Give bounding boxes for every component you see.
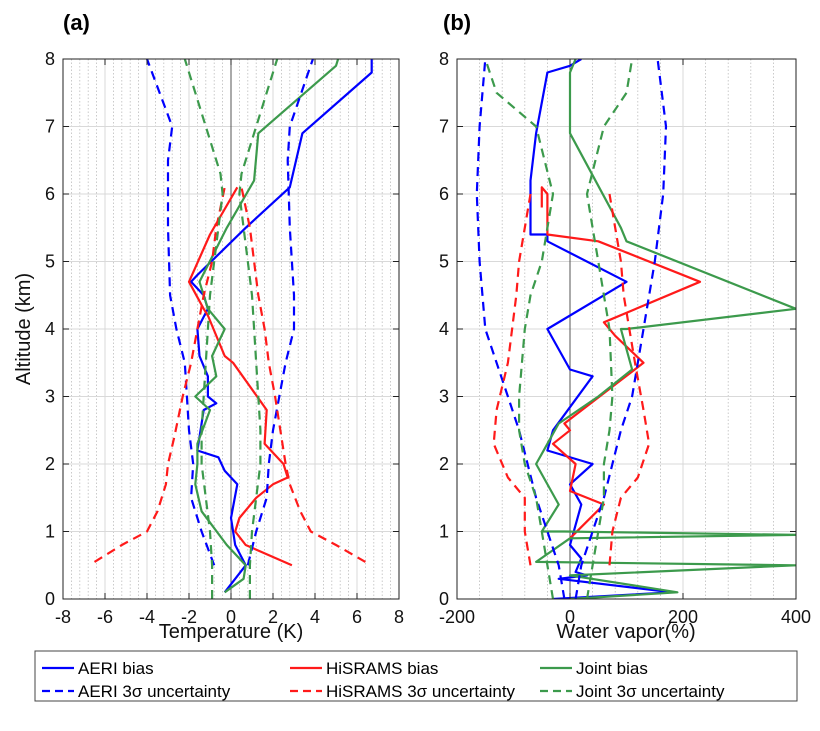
legend-label: AERI 3σ uncertainty [78,682,231,701]
legend-label: HiSRAMS bias [326,659,438,678]
x-tick-label: 400 [781,607,811,627]
x-tick-label: 2 [268,607,278,627]
x-tick-label: 8 [394,607,404,627]
y-tick-label: 8 [45,49,55,69]
x-tick-label: 200 [668,607,698,627]
panel-b-xlabel: Water vapor(%) [556,621,695,643]
series-joint-bias-line [194,59,340,594]
x-tick-label: 0 [565,607,575,627]
y-tick-label: 5 [45,252,55,272]
x-tick-label: 0 [226,607,236,627]
y-tick-label: 2 [45,454,55,474]
series-joint-3-uncertainty-line-8 [585,59,634,599]
y-tick-label: 0 [439,589,449,609]
series-joint-3-uncertainty-line-7 [484,59,555,599]
series-aeri-3-uncertainty-line-3 [145,59,216,566]
panel-b-label: (b) [443,10,471,35]
x-tick-label: 6 [352,607,362,627]
panel-a-ylabel: Altitude (km) [13,273,35,385]
legend-label: Joint bias [576,659,648,678]
y-tick-label: 6 [45,184,55,204]
panel-a-xlabel: Temperature (K) [159,621,304,643]
x-tick-label: 4 [310,607,320,627]
y-tick-label: 0 [45,589,55,609]
legend-label: AERI bias [78,659,154,678]
y-tick-label: 3 [45,387,55,407]
series-hisrams-bias-line [540,186,702,540]
series-hisrams-3-uncertainty-line-6 [240,187,366,563]
series-joint-bias-line [534,59,796,599]
x-tick-label: -8 [55,607,71,627]
series-aeri-bias-line [529,59,673,599]
legend-label: HiSRAMS 3σ uncertainty [326,682,516,701]
y-tick-label: 1 [439,522,449,542]
series-hisrams-3-uncertainty-line-5 [492,193,532,566]
x-tick-label: -6 [97,607,113,627]
series-aeri-3-uncertainty-line-4 [246,59,314,566]
series-aeri-3-uncertainty-line-4 [574,59,668,599]
x-tick-label: -200 [439,607,475,627]
y-tick-label: 2 [439,454,449,474]
y-tick-label: 4 [45,319,55,339]
x-tick-label: -4 [139,607,155,627]
y-tick-label: 7 [439,117,449,137]
y-tick-label: 4 [439,319,449,339]
legend: AERI bias HiSRAMS bias Joint bias AERI 3σ u… [34,650,798,702]
panel-temperature: (a) Altitude (km) Temperature (K) -8 -6 -4… [13,10,404,643]
series-hisrams-3-uncertainty-line-5 [93,187,226,563]
y-tick-label: 3 [439,387,449,407]
y-tick-label: 5 [439,252,449,272]
y-tick-label: 8 [439,49,449,69]
y-tick-label: 7 [45,117,55,137]
series-aeri-bias-line [190,59,373,593]
series-hisrams-3-uncertainty-line-6 [608,193,651,566]
series-hisrams-bias-line [187,186,293,567]
y-tick-label: 1 [45,522,55,542]
y-tick-label: 6 [439,184,449,204]
panel-a-label: (a) [63,10,90,35]
x-tick-label: -2 [181,607,197,627]
series-aeri-3-uncertainty-line-3 [475,59,566,599]
legend-label: Joint 3σ uncertainty [576,682,725,701]
